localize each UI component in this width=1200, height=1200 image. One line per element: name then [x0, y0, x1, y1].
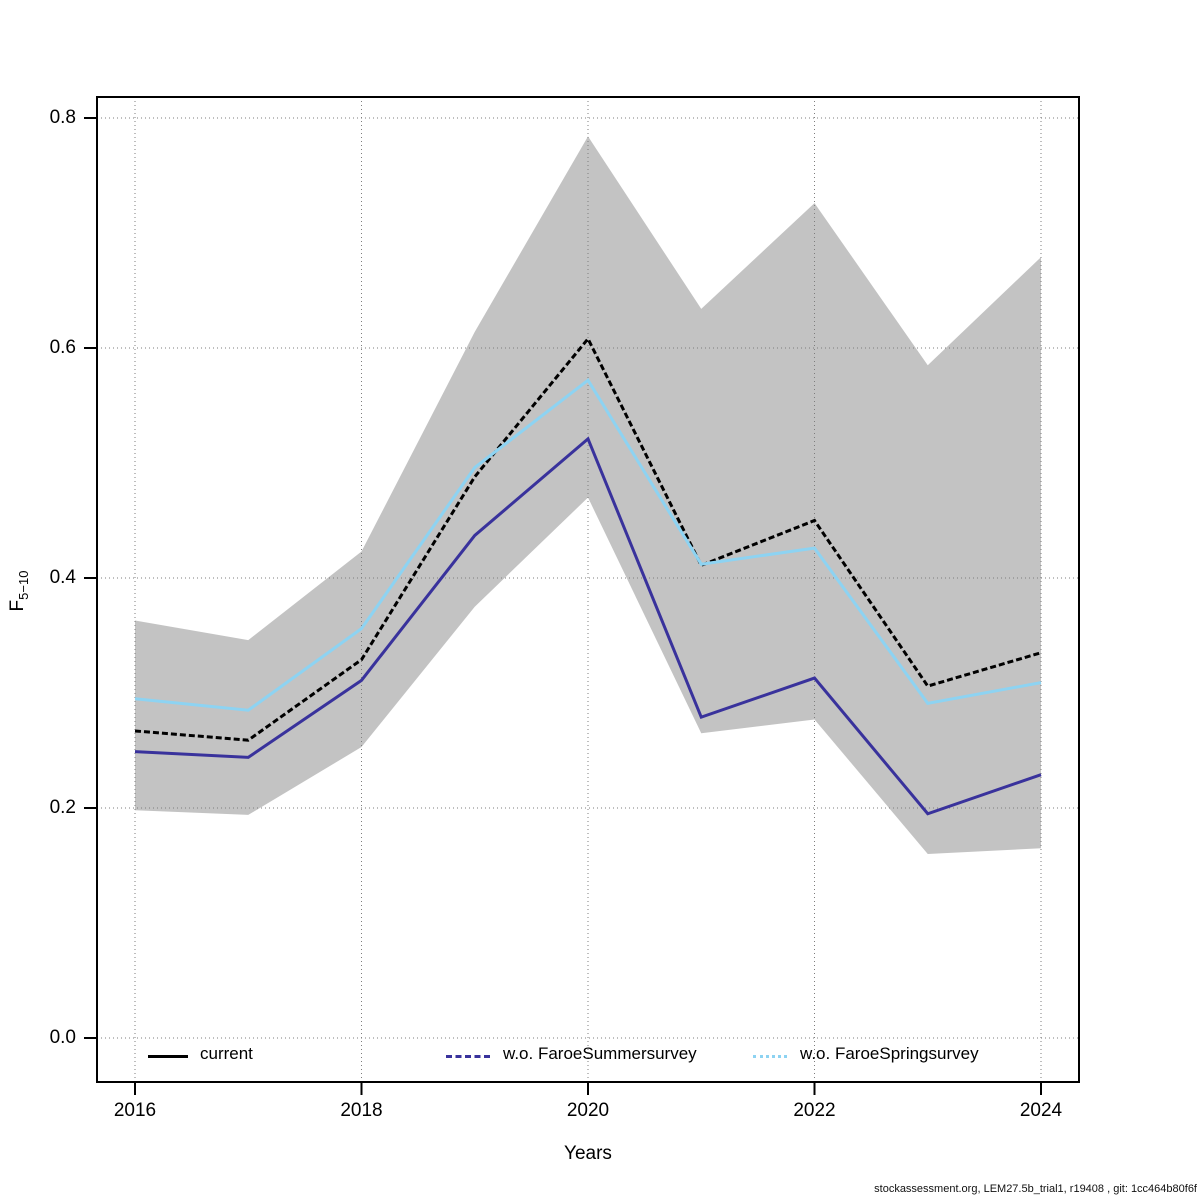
series-line-0	[134, 336, 1042, 742]
y-tick-label: 0.8	[49, 107, 76, 128]
x-tick-label: 2020	[566, 1100, 610, 1121]
y-tick-label: 0.4	[49, 567, 76, 588]
legend-key-springsurvey	[753, 1055, 787, 1058]
x-tick-label: 2022	[793, 1100, 836, 1121]
y-tick-label: 0.2	[49, 797, 76, 818]
x-tick-label: 2018	[340, 1100, 383, 1121]
y-axis-title-main: F	[7, 599, 28, 612]
y-tick-label: 0.6	[49, 337, 76, 358]
x-axis-title: Years	[564, 1143, 612, 1164]
x-tick-label: 2016	[113, 1100, 157, 1121]
legend-label-summersurvey: w.o. FaroeSummersurvey	[503, 1044, 697, 1063]
confidence-band	[135, 136, 1041, 854]
legend-label-springsurvey: w.o. FaroeSpringsurvey	[800, 1044, 979, 1063]
series-line-2	[134, 377, 1042, 712]
footer-attribution: stockassessment.org, LEM27.5b_trial1, r1…	[874, 1183, 1197, 1195]
x-tick-label: 2024	[1019, 1100, 1063, 1121]
legend-key-current	[148, 1055, 188, 1058]
series-line-1	[134, 436, 1042, 816]
legend-key-summersurvey	[446, 1055, 490, 1058]
y-tick-label: 0.0	[49, 1027, 76, 1048]
plot-border	[96, 96, 1080, 1083]
legend-label-current: current	[200, 1044, 253, 1063]
y-axis-title: F5−10	[7, 549, 33, 633]
y-axis-title-sub: 5−10	[15, 570, 31, 600]
